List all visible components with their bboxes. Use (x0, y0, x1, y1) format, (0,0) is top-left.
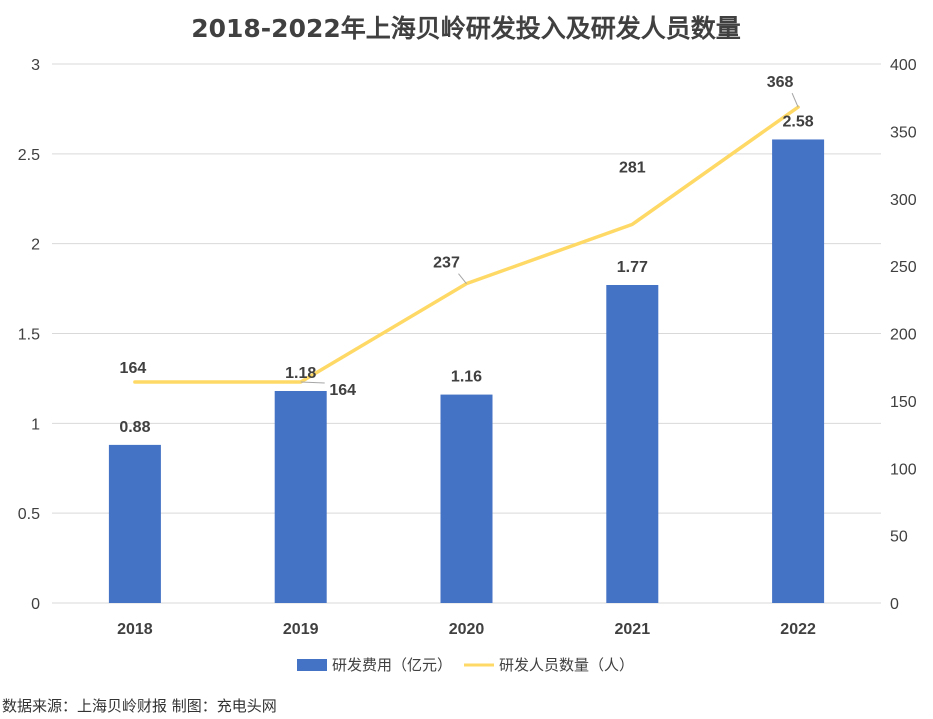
line-value-label: 164 (329, 382, 356, 399)
source-note: 数据来源：上海贝岭财报 制图：充电头网 (2, 697, 277, 715)
left-tick-label: 2 (31, 237, 40, 254)
right-tick-label: 0 (890, 596, 899, 613)
bar-value-label: 1.18 (285, 365, 316, 382)
right-tick-label: 50 (890, 529, 908, 546)
leader-line (791, 92, 799, 108)
x-tick-label: 2022 (780, 621, 816, 638)
legend-bar-label: 研发费用（亿元） (332, 656, 452, 674)
line-value-label: 281 (619, 159, 646, 176)
x-axis: 2018 2019 2020 2021 2022 (117, 621, 816, 638)
legend-bar-swatch (297, 659, 327, 671)
x-tick-label: 2020 (449, 621, 485, 638)
bar-value-label: 2.58 (783, 113, 814, 130)
bar-value-label: 0.88 (119, 419, 150, 436)
right-tick-label: 100 (890, 461, 917, 478)
right-tick-label: 300 (890, 192, 917, 209)
right-tick-label: 400 (890, 57, 917, 74)
right-tick-label: 250 (890, 259, 917, 276)
bar-value-label: 1.16 (451, 369, 482, 386)
bar-2018 (108, 444, 161, 603)
line-path (133, 105, 800, 384)
bar-value-label: 1.77 (617, 259, 648, 276)
right-tick-label: 200 (890, 327, 917, 344)
left-tick-label: 3 (31, 57, 40, 74)
left-tick-label: 0 (31, 596, 40, 613)
bar-2022 (772, 139, 825, 603)
line-value-label: 237 (433, 255, 460, 272)
right-tick-label: 150 (890, 394, 917, 411)
legend: 研发费用（亿元） 研发人员数量（人） (297, 656, 634, 674)
bar-2020 (440, 394, 493, 603)
left-tick-label: 1.5 (18, 327, 40, 344)
leader-line (300, 381, 325, 384)
right-tick-label: 350 (890, 124, 917, 141)
bar-2019 (274, 390, 327, 603)
left-y-axis: 0 0.5 1 1.5 2 2.5 3 (18, 57, 40, 613)
x-tick-label: 2021 (615, 621, 651, 638)
left-tick-label: 1 (31, 416, 40, 433)
line-series (133, 105, 800, 384)
bar-2021 (606, 284, 659, 603)
bar-series (108, 139, 825, 603)
legend-line-label: 研发人员数量（人） (499, 656, 634, 674)
chart-title: 2018-2022年上海贝岭研发投入及研发人员数量 (191, 14, 741, 43)
data-labels: 0.88 1.18 1.16 1.77 2.58 164 164 237 281 368 (119, 74, 813, 436)
line-value-label: 368 (767, 74, 794, 91)
right-y-axis: 0 50 100 150 200 250 300 350 400 (890, 57, 917, 613)
left-tick-label: 2.5 (18, 147, 40, 164)
left-tick-label: 0.5 (18, 506, 40, 523)
x-tick-label: 2019 (283, 621, 319, 638)
leader-line (458, 273, 467, 284)
line-value-label: 164 (120, 360, 147, 377)
x-tick-label: 2018 (117, 621, 153, 638)
